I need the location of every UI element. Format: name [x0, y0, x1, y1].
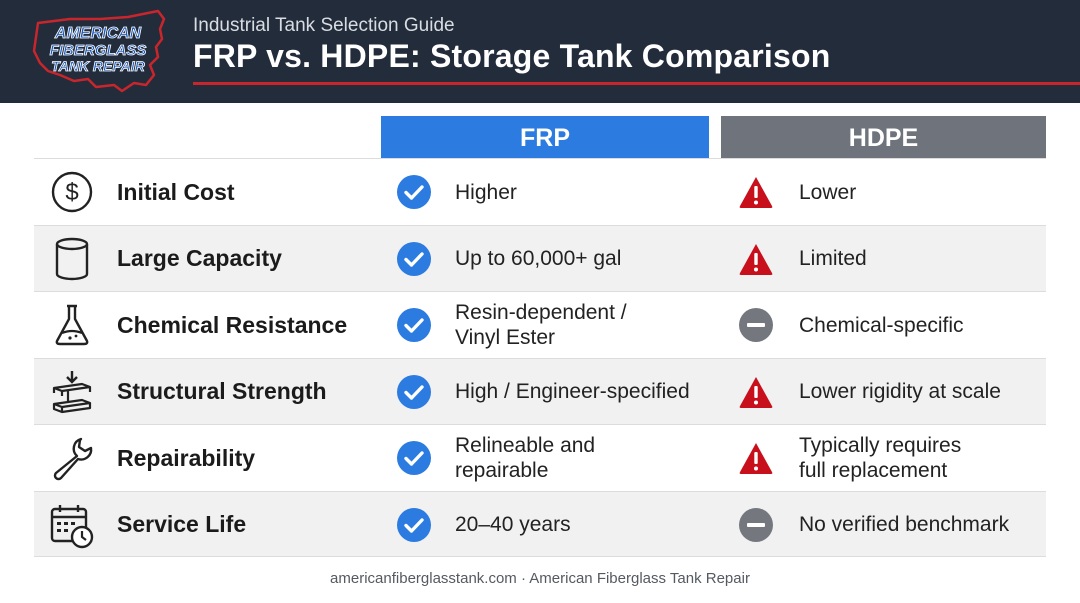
svg-text:$: $	[65, 179, 78, 206]
hdpe-value: No verified benchmark	[799, 513, 1010, 536]
warning-triangle-icon	[739, 376, 773, 408]
frp-value: Resin-dependent / Vinyl Ester	[455, 301, 627, 349]
logo-line-2: FIBERGLASS	[50, 42, 147, 59]
flask-icon	[55, 304, 89, 346]
footer-credit: americanfiberglasstank.com · American Fi…	[330, 570, 750, 587]
title-underline	[193, 82, 1080, 85]
wrench-icon	[53, 437, 93, 481]
column-header-hdpe: HDPE	[721, 116, 1046, 158]
row-label: Repairability	[117, 444, 256, 471]
calendar-clock-icon	[50, 504, 94, 548]
check-circle-icon	[397, 175, 431, 209]
hdpe-value: Chemical-specific	[799, 313, 964, 337]
steel-beam-icon	[52, 370, 92, 413]
page-title: FRP vs. HDPE: Storage Tank Comparison	[193, 38, 831, 74]
frp-value: High / Engineer-specified	[455, 380, 690, 403]
hdpe-value: Typically requires full replacement	[799, 434, 962, 482]
frp-value: Higher	[455, 180, 517, 204]
header-bar: AMERICAN FIBERGLASS TANK REPAIR Industri…	[0, 0, 1080, 103]
warning-triangle-icon	[739, 177, 773, 208]
row-label: Service Life	[117, 511, 247, 537]
check-circle-icon	[397, 507, 431, 542]
row-label: Structural Strength	[117, 378, 327, 404]
frp-value: 20–40 years	[455, 513, 571, 536]
minus-circle-icon	[739, 308, 773, 342]
row-label: Large Capacity	[117, 245, 282, 271]
hdpe-value: Lower rigidity at scale	[799, 380, 1001, 403]
column-header-frp: FRP	[381, 116, 709, 158]
table-row: Structural Strength High / Engineer-speci…	[34, 357, 1046, 424]
warning-triangle-icon	[739, 243, 773, 275]
warning-triangle-icon	[739, 443, 773, 474]
table-row: Chemical Resistance Resin-dependent / Vin…	[34, 291, 1046, 357]
dollar-circle-icon: $	[51, 171, 93, 213]
table-row: Repairability Relineable and repairable Ty…	[34, 424, 1046, 490]
table-row: Service Life 20–40 years No verified bench…	[34, 490, 1046, 557]
frp-value: Relineable and repairable	[455, 434, 596, 482]
logo-line-3: TANK REPAIR	[51, 58, 145, 74]
frp-value: Up to 60,000+ gal	[455, 247, 622, 270]
table-row: $ Initial Cost Higher Lower	[34, 158, 1046, 224]
check-circle-icon	[397, 308, 431, 342]
company-logo: AMERICAN FIBERGLASS TANK REPAIR	[32, 9, 166, 93]
page-subtitle: Industrial Tank Selection Guide	[193, 15, 455, 36]
hdpe-value: Limited	[799, 247, 867, 270]
hdpe-value: Lower	[799, 180, 857, 204]
check-circle-icon	[397, 241, 431, 276]
row-label: Chemical Resistance	[117, 311, 348, 338]
check-circle-icon	[397, 374, 431, 409]
row-label: Initial Cost	[117, 178, 235, 205]
table-row: Large Capacity Up to 60,000+ gal Limited	[34, 224, 1046, 291]
logo-line-1: AMERICAN	[54, 25, 142, 42]
check-circle-icon	[397, 441, 431, 475]
cylinder-tank-icon	[55, 237, 89, 280]
minus-circle-icon	[739, 507, 773, 542]
